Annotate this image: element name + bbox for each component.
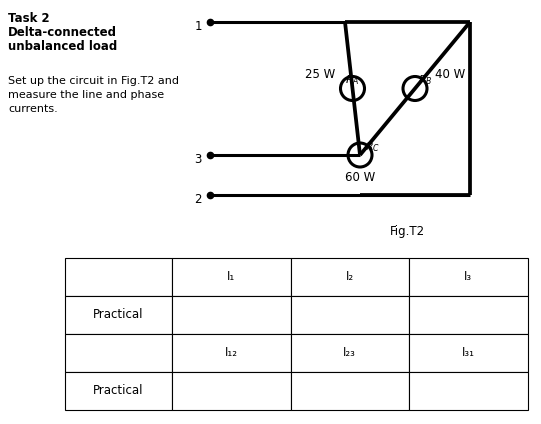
Text: 60 W: 60 W xyxy=(345,171,375,184)
Text: 3: 3 xyxy=(195,153,202,166)
Text: 40 W: 40 W xyxy=(435,69,465,81)
Text: 1: 1 xyxy=(195,20,202,33)
Text: I₂: I₂ xyxy=(346,271,354,284)
Bar xyxy=(409,372,527,410)
Bar xyxy=(65,372,172,410)
Text: Delta-connected: Delta-connected xyxy=(8,26,117,39)
Text: unbalanced load: unbalanced load xyxy=(8,40,117,53)
Text: currents.: currents. xyxy=(8,104,58,114)
Bar xyxy=(172,258,291,296)
Bar xyxy=(409,296,527,334)
Bar xyxy=(409,334,527,372)
Text: $R_C$: $R_C$ xyxy=(365,140,380,154)
Text: I₁₂: I₁₂ xyxy=(225,346,237,360)
Text: 25 W: 25 W xyxy=(305,69,335,81)
Bar xyxy=(65,258,172,296)
Text: $R_A$: $R_A$ xyxy=(345,73,360,87)
Text: 2: 2 xyxy=(195,193,202,206)
Text: I₂₃: I₂₃ xyxy=(344,346,357,360)
Bar xyxy=(291,258,409,296)
Text: I₃: I₃ xyxy=(464,271,472,284)
Bar xyxy=(409,258,527,296)
Text: Task 2: Task 2 xyxy=(8,12,50,25)
Bar xyxy=(291,372,409,410)
Text: I₁: I₁ xyxy=(227,271,235,284)
Bar xyxy=(291,296,409,334)
Text: Set up the circuit in Fig.T2 and: Set up the circuit in Fig.T2 and xyxy=(8,76,179,86)
Text: $R_B$: $R_B$ xyxy=(418,73,433,87)
Bar xyxy=(65,296,172,334)
Bar xyxy=(172,334,291,372)
Bar xyxy=(291,334,409,372)
Bar xyxy=(172,372,291,410)
Bar xyxy=(172,296,291,334)
Text: Practical: Practical xyxy=(93,309,144,321)
Text: measure the line and phase: measure the line and phase xyxy=(8,90,164,100)
Text: Fig.T2: Fig.T2 xyxy=(390,225,425,238)
Text: I₃₁: I₃₁ xyxy=(462,346,475,360)
Bar xyxy=(65,334,172,372)
Text: Practical: Practical xyxy=(93,385,144,398)
